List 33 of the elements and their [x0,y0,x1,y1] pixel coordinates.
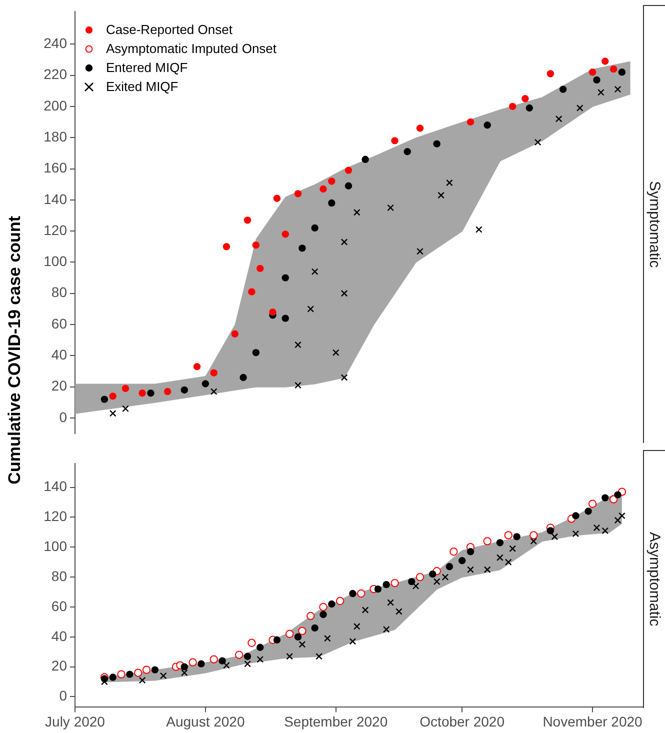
y-tick-label: 140 [44,478,68,494]
y-tick-label: 20 [51,658,68,674]
y-tick-label: 40 [51,628,68,644]
y-tick-label: 0 [59,688,68,704]
x-tick-label: October 2020 [420,713,505,730]
y-tick-label: 140 [44,190,68,207]
y-tick-label: 100 [44,538,68,554]
y-tick-label: 100 [44,253,68,270]
y-tick-label: 20 [51,378,68,394]
y-tick-label: 60 [51,315,68,332]
text: Symptomatic [646,181,663,268]
legend-label: Asymptomatic Imputed Onset [106,41,277,56]
y-tick-label: 160 [44,160,68,176]
x-tick-label: July 2020 [45,713,106,730]
y-tick-label: 220 [44,66,68,82]
y-tick-label: 240 [44,34,68,51]
y-tick-label: 80 [51,284,68,300]
y-tick-label: 40 [51,346,68,363]
y-tick-label: 60 [51,598,68,614]
legend-label: Exited MIQF [106,79,178,94]
text: Asymptomatic [646,532,663,627]
y-tick-label: 80 [51,568,68,584]
legend-label: Entered MIQF [106,60,188,75]
y-axis-title: Cumulative COVID-19 case count [5,216,25,484]
y-tick-label: 200 [44,97,68,114]
legend-label: Case-Reported Onset [106,22,232,37]
x-tick-label: November 2020 [542,713,643,730]
x-tick-label: September 2020 [284,713,388,730]
y-tick-label: 120 [44,508,68,524]
y-tick-label: 120 [44,222,68,238]
y-tick-label: 0 [59,408,68,425]
y-tick-label: 180 [44,128,68,144]
x-tick-label: August 2020 [166,713,245,730]
